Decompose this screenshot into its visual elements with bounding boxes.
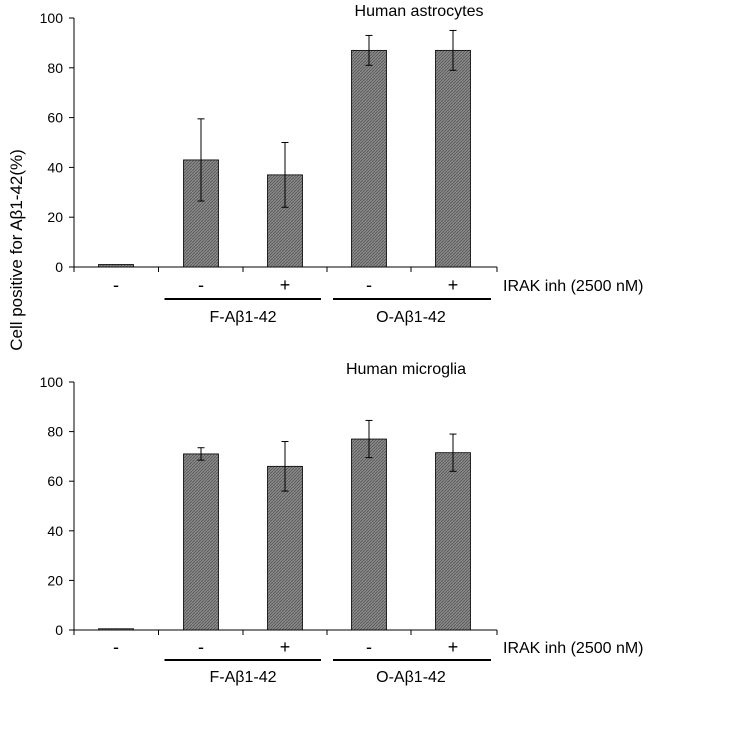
bar	[183, 453, 219, 631]
x-tick-label: -	[366, 637, 372, 657]
y-tick-label: 0	[55, 259, 63, 275]
y-tick-label: 40	[47, 159, 63, 175]
y-tick-label: 0	[55, 622, 63, 638]
group-label: F-Aβ1-42	[210, 669, 277, 686]
bar	[98, 264, 134, 268]
y-tick-label: 20	[47, 572, 63, 588]
group-label: F-Aβ1-42	[210, 309, 277, 326]
y-tick-label: 20	[47, 209, 63, 225]
microglia-panel: Human microglia 0 20 40 60 80 100 - - + - + IRAK inh…	[40, 361, 644, 686]
x-tick-label: +	[280, 275, 291, 295]
y-axis-label: Cell positive for Aβ1-42(%)	[7, 149, 26, 351]
bar	[351, 438, 387, 631]
chart-title: Human astrocytes	[355, 3, 484, 20]
bar	[98, 628, 134, 631]
x-tick-label: -	[113, 275, 119, 295]
treatment-label: IRAK inh (2500 nM)	[503, 640, 644, 657]
x-tick-label: -	[366, 275, 372, 295]
bar	[267, 465, 303, 631]
y-tick-label: 100	[40, 374, 64, 390]
y-tick-label: 100	[40, 10, 64, 26]
x-tick-label: -	[198, 637, 204, 657]
y-tick-label: 40	[47, 523, 63, 539]
x-tick-label: -	[113, 637, 119, 657]
y-tick-label: 60	[47, 473, 63, 489]
x-tick-label: +	[280, 637, 291, 657]
x-tick-label: +	[448, 275, 459, 295]
group-label: O-Aβ1-42	[376, 309, 446, 326]
y-tick-label: 60	[47, 110, 63, 126]
y-tick-label: 80	[47, 424, 63, 440]
y-tick-label: 80	[47, 60, 63, 76]
bar	[435, 452, 471, 631]
x-tick-label: -	[198, 275, 204, 295]
bar	[435, 49, 471, 268]
chart-title: Human microglia	[346, 361, 466, 378]
treatment-label: IRAK inh (2500 nM)	[503, 278, 644, 295]
x-tick-label: +	[448, 637, 459, 657]
bar	[351, 49, 387, 268]
astrocytes-panel: Human astrocytes 0 20 40 60 80 100 - - + - + IRAK in…	[40, 3, 644, 326]
group-label: O-Aβ1-42	[376, 669, 446, 686]
